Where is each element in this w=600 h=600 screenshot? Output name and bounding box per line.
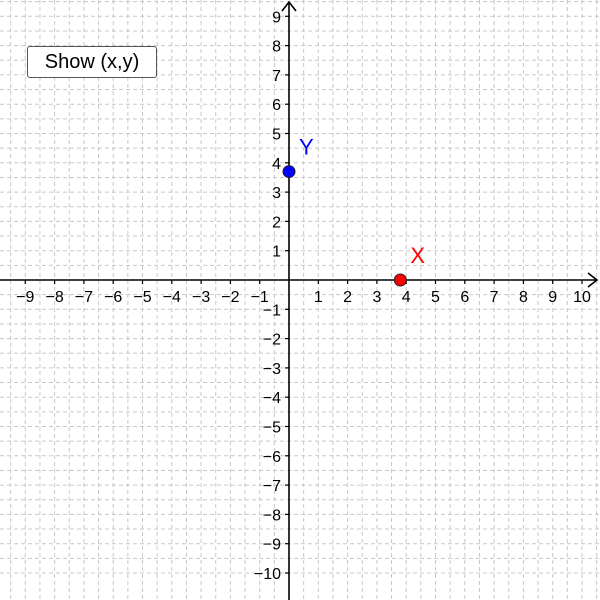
y-tick-label: 7 [272,68,281,85]
y-tick-label: 9 [272,9,281,26]
y-tick-label: −7 [263,478,281,495]
y-tick-label: −4 [263,390,281,407]
y-tick-label: −1 [263,302,281,319]
x-tick-label: −3 [192,289,210,306]
y-tick-label: 4 [272,156,281,173]
points[interactable]: XY [282,135,425,287]
x-tick-label: 9 [548,289,557,306]
y-axis-arrow-icon [281,0,297,12]
y-tick-label: −10 [254,566,281,583]
x-tick-label: −9 [16,289,34,306]
y-axis-tick-labels: 9 8 7 6 5 4 3 2 1 −1 −2 −3 −4 −5 −6 −7 −8 −9 −10 [254,9,289,583]
x-tick-label: 5 [431,289,440,306]
x-tick-label: 7 [490,289,499,306]
x-tick-label: 8 [519,289,528,306]
y-tick-label: −3 [263,361,281,378]
y-tick-label: 3 [272,185,281,202]
x-tick-label: 10 [573,289,591,306]
x-axis-arrow-icon [587,272,599,288]
y-tick-label: −9 [263,537,281,554]
x-tick-label: −8 [45,289,63,306]
y-tick-label: 8 [272,39,281,56]
y-tick-label: −2 [263,332,281,349]
x-tick-label: 3 [372,289,381,306]
point-x[interactable] [393,273,407,287]
x-axis-tick-labels: −9 −8 −7 −6 −5 −4 −3 −2 −1 1 2 3 4 5 6 7 8 9 10 [16,280,591,306]
x-tick-label: 6 [460,289,469,306]
y-tick-label: −6 [263,449,281,466]
x-tick-label: −6 [104,289,122,306]
x-tick-label: 2 [343,289,352,306]
y-tick-label: 5 [272,127,281,144]
show-xy-button[interactable]: Show (x,y) [27,46,157,78]
x-tick-label: −2 [221,289,239,306]
x-tick-label: 4 [402,289,411,306]
point-x-label: X [410,243,425,268]
y-tick-label: −5 [263,420,281,437]
point-y[interactable] [282,165,296,179]
y-tick-label: −8 [263,507,281,524]
y-tick-label: 6 [272,97,281,114]
y-tick-label: 1 [272,244,281,261]
x-tick-label: −1 [251,289,269,306]
x-tick-label: 1 [314,289,323,306]
x-tick-label: −4 [163,289,181,306]
point-y-label: Y [299,135,314,160]
x-tick-label: −5 [133,289,151,306]
y-tick-label: 2 [272,214,281,231]
x-tick-label: −7 [75,289,93,306]
